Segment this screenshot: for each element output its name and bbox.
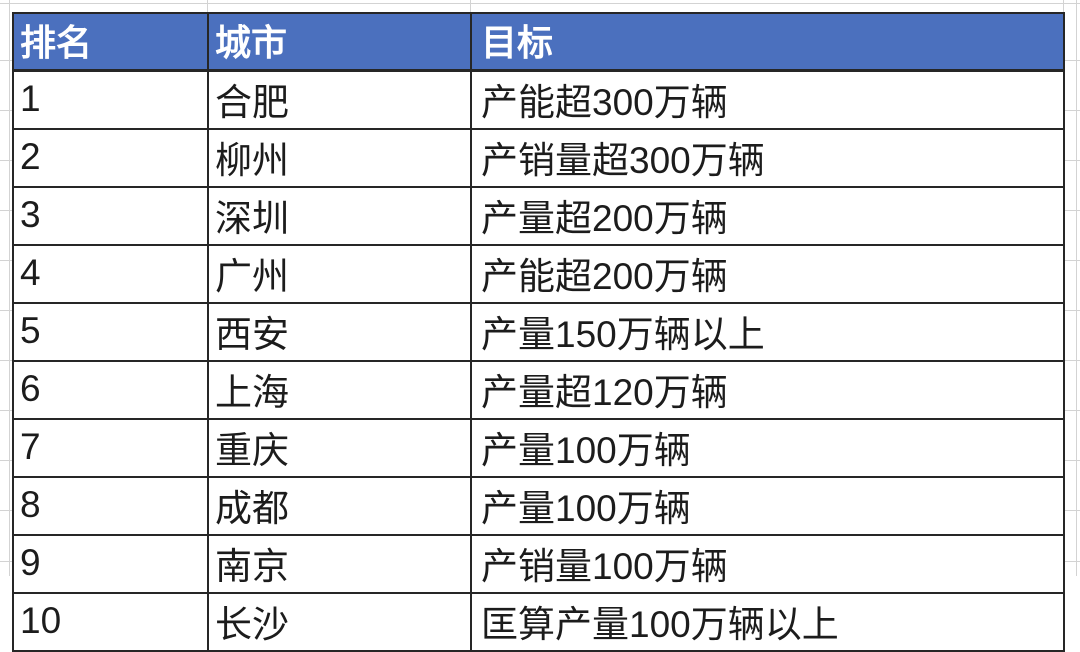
cell-city: 柳州 [207,128,472,188]
table-row: 8 成都 产量100万辆 [12,476,1065,536]
table-row: 4 广州 产能超200万辆 [12,244,1065,304]
cell-rank: 9 [12,534,209,594]
cell-target: 产能超300万辆 [470,69,1065,130]
cell-target: 匡算产量100万辆以上 [470,592,1065,652]
faint-gridline-vertical [1076,0,1077,576]
cell-city: 成都 [207,476,472,536]
faint-gridline-horizontal [0,3,1080,4]
cell-target: 产能超200万辆 [470,244,1065,304]
cell-rank: 4 [12,244,209,304]
cell-rank: 10 [12,592,209,652]
cell-target: 产量100万辆 [470,418,1065,478]
cell-target: 产量150万辆以上 [470,302,1065,362]
cell-target: 产销量100万辆 [470,534,1065,594]
cell-rank: 3 [12,186,209,246]
cell-rank: 1 [12,69,209,130]
cell-target: 产量超120万辆 [470,360,1065,420]
cell-city: 南京 [207,534,472,594]
column-header-city: 城市 [207,12,472,72]
table-row: 9 南京 产销量100万辆 [12,534,1065,594]
cell-city: 上海 [207,360,472,420]
cell-city: 西安 [207,302,472,362]
table-header-row: 排名 城市 目标 [12,12,1065,72]
table-row: 5 西安 产量150万辆以上 [12,302,1065,362]
cell-rank: 6 [12,360,209,420]
cell-rank: 2 [12,128,209,188]
cell-city: 长沙 [207,592,472,652]
column-header-target: 目标 [470,12,1065,72]
faint-gridline-vertical [9,0,10,576]
cell-rank: 8 [12,476,209,536]
cell-rank: 7 [12,418,209,478]
table-row: 10 长沙 匡算产量100万辆以上 [12,592,1065,652]
city-ev-production-target-table: 排名 城市 目标 1 合肥 产能超300万辆 2 柳州 产销量超300万辆 3 … [12,12,1065,652]
table-row: 3 深圳 产量超200万辆 [12,186,1065,246]
cell-target: 产销量超300万辆 [470,128,1065,188]
cell-target: 产量超200万辆 [470,186,1065,246]
cell-city: 广州 [207,244,472,304]
table-row: 1 合肥 产能超300万辆 [12,69,1065,130]
table-row: 7 重庆 产量100万辆 [12,418,1065,478]
cell-city: 深圳 [207,186,472,246]
table-row: 2 柳州 产销量超300万辆 [12,128,1065,188]
table-row: 6 上海 产量超120万辆 [12,360,1065,420]
cell-target: 产量100万辆 [470,476,1065,536]
column-header-rank: 排名 [12,12,209,72]
cell-city: 合肥 [207,69,472,130]
cell-city: 重庆 [207,418,472,478]
cell-rank: 5 [12,302,209,362]
